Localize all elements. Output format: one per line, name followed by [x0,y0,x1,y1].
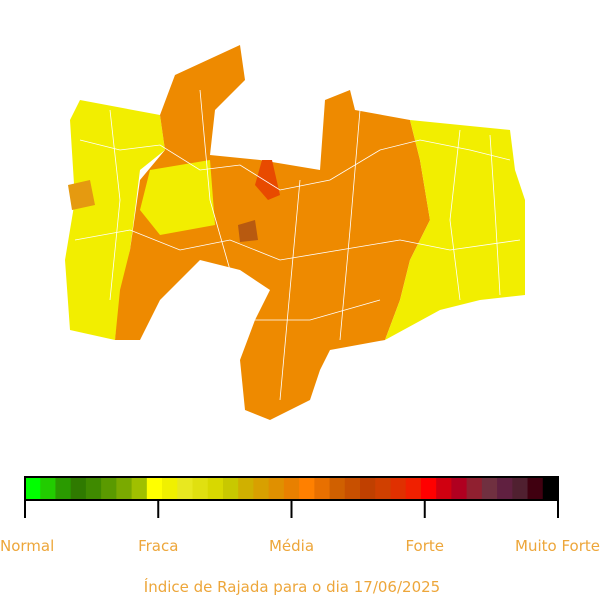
legend-label: Normal [0,537,54,555]
color-swatch [527,477,544,500]
border [74,229,521,261]
color-swatch [238,477,254,500]
color-swatch [177,477,194,500]
border [79,139,511,191]
color-swatch [192,477,209,500]
color-swatch [299,477,315,500]
color-bar-ticks: Normal Fraca Média Forte Muito Forte [0,500,600,555]
legend-label: Muito Forte [515,537,600,555]
color-swatch [420,477,437,500]
caption: Índice de Rajada para o dia 17/06/2025 [144,577,440,596]
color-swatch [497,477,513,500]
color-swatch [222,477,239,500]
color-swatch [131,477,148,500]
border [489,134,501,296]
color-bar [25,477,559,500]
color-swatch [314,477,331,500]
border [250,299,381,321]
legend-label: Média [269,537,314,555]
region-east [385,120,525,340]
border [339,109,361,341]
color-swatch [542,477,559,500]
region-west [65,100,165,340]
region-orange-spot [68,180,95,210]
color-swatch [390,477,407,500]
color-swatch [466,477,483,500]
color-swatch [146,477,163,500]
color-swatch [101,477,117,500]
color-swatch [512,477,529,500]
municipal-borders [74,89,521,401]
border [449,129,461,301]
region-hotspot [255,160,280,200]
color-swatch [207,477,224,500]
color-swatch [85,477,102,500]
color-swatch [451,477,468,500]
color-swatch [116,477,133,500]
color-swatch [283,477,300,500]
color-swatch [329,477,346,500]
region-dark-spot [238,220,258,242]
color-swatch [55,477,72,500]
color-swatch [481,477,498,500]
region-west-pocket [140,160,215,235]
color-swatch [344,477,361,500]
legend-label: Fraca [138,537,178,555]
border [279,179,301,401]
color-swatch [253,477,270,500]
color-swatch [436,477,452,500]
border [109,109,121,301]
color-swatch [70,477,87,500]
border [199,89,231,271]
color-swatch [40,477,56,500]
color-swatch [360,477,376,500]
legend-label: Forte [405,537,444,555]
color-swatch [405,477,422,500]
color-swatch [375,477,391,500]
region-center [115,45,430,420]
color-swatch [25,477,41,500]
color-swatch [268,477,285,500]
state-map [65,45,525,420]
color-swatch [162,477,178,500]
